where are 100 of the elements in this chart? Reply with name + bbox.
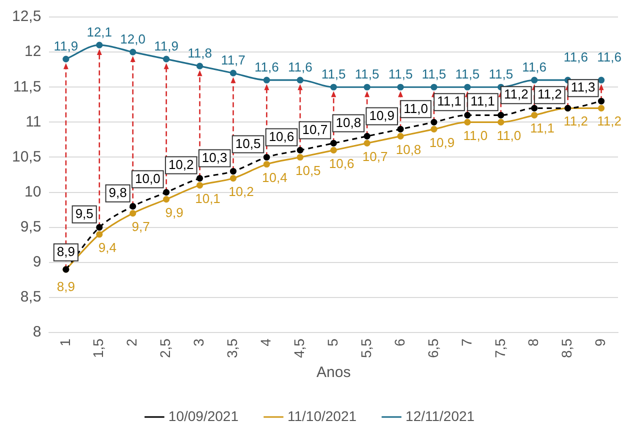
data-label: 11,5 [488, 66, 514, 82]
data-label: 8,9 [56, 244, 75, 260]
data-label: 10,8 [396, 142, 422, 157]
point [397, 84, 404, 90]
point [598, 76, 605, 84]
point [531, 112, 538, 118]
point [598, 98, 605, 104]
y-tick-label: 10,5 [12, 148, 42, 166]
data-label: 11,3 [570, 80, 596, 95]
data-label: 11,9 [54, 38, 78, 54]
x-tick-label: 7 [458, 338, 474, 346]
y-tick-label: 9,5 [20, 218, 42, 236]
legend-label: 12/11/2021 [406, 408, 475, 424]
data-label: 10,2 [168, 156, 194, 172]
point [263, 76, 270, 84]
data-label: 12,0 [120, 32, 146, 47]
point [96, 224, 103, 231]
data-label: 10,8 [336, 114, 362, 130]
x-tick-label: 9 [592, 338, 608, 346]
point [230, 70, 237, 76]
data-label: 11,9 [154, 38, 178, 54]
data-label: 10,3 [202, 150, 228, 165]
point [498, 112, 504, 118]
data-label: 11,1 [530, 120, 555, 136]
data-label: 10,2 [228, 184, 254, 199]
x-tick-label: 2 [124, 338, 140, 346]
point [296, 76, 304, 84]
data-label: 10,6 [268, 128, 294, 144]
x-tick-label: 4 [258, 338, 274, 346]
x-tick-label: 3,5 [224, 338, 240, 358]
data-label: 11,5 [422, 66, 446, 82]
data-label: 8,9 [56, 279, 75, 294]
y-tick-label: 9 [32, 254, 42, 271]
point [230, 168, 237, 175]
y-tick-label: 11 [26, 113, 42, 130]
data-label: 10,1 [195, 190, 220, 206]
point [364, 84, 370, 90]
data-label: 11,5 [388, 66, 413, 82]
data-label: 12,1 [86, 24, 112, 40]
point [263, 154, 270, 161]
point [430, 84, 438, 90]
data-label: 10,6 [328, 156, 354, 171]
y-tick-label: 10 [24, 183, 42, 200]
point [364, 132, 370, 140]
data-label: 11,0 [404, 100, 428, 116]
legend-label: 10/09/2021 [168, 408, 239, 424]
legend-label: 11/10/2021 [288, 408, 357, 424]
point [196, 174, 204, 182]
data-label: 11,2 [597, 114, 622, 129]
x-tick-label: 6,5 [424, 338, 441, 358]
data-label: 11,2 [504, 86, 528, 102]
data-label: 9,8 [108, 184, 127, 200]
data-label: 10,9 [429, 134, 455, 150]
x-tick-label: 5 [324, 338, 340, 346]
data-label: 11,1 [470, 94, 495, 109]
data-label: 11,7 [221, 52, 246, 68]
x-tick-label: 1,5 [90, 338, 106, 358]
point [397, 126, 404, 132]
point [196, 182, 204, 189]
data-label: 9,4 [98, 240, 116, 255]
x-tick-label: 8 [525, 338, 542, 346]
point [296, 154, 304, 161]
point [498, 118, 504, 126]
point [464, 118, 471, 126]
point [531, 76, 538, 84]
x-tick-label: 6 [391, 338, 408, 346]
point [96, 231, 103, 238]
x-tick-label: 3 [190, 338, 207, 346]
data-label: 11,6 [522, 60, 547, 75]
data-label: 11,6 [564, 50, 588, 65]
point [364, 140, 370, 147]
point [196, 62, 204, 70]
point [464, 112, 471, 118]
x-tick-label: 5,5 [358, 338, 374, 358]
x-tick-label: 4,5 [290, 338, 307, 358]
point [130, 48, 136, 56]
point [163, 56, 170, 62]
data-label: 10,7 [362, 148, 388, 164]
data-label: 10,0 [134, 170, 160, 186]
point [464, 84, 471, 90]
x-axis-title: Anos [316, 364, 351, 382]
data-label: 11,0 [463, 128, 488, 143]
point [598, 104, 605, 112]
data-label: 11,6 [288, 60, 312, 75]
data-label: 11,0 [496, 128, 522, 143]
y-tick-label: 8,5 [20, 288, 42, 306]
point [62, 56, 70, 62]
data-label: 11,6 [597, 50, 622, 65]
point [163, 189, 170, 196]
point [330, 84, 337, 90]
data-label: 11,5 [354, 66, 380, 82]
x-tick-label: 7,5 [492, 338, 508, 358]
data-label: 11,8 [188, 46, 212, 61]
point [263, 160, 270, 168]
data-label: 11,6 [254, 60, 279, 75]
point [397, 132, 404, 140]
point [330, 140, 337, 147]
data-label: 11,5 [321, 66, 346, 82]
x-tick-label: 2,5 [157, 338, 174, 358]
x-tick-label: 8,5 [558, 338, 575, 358]
